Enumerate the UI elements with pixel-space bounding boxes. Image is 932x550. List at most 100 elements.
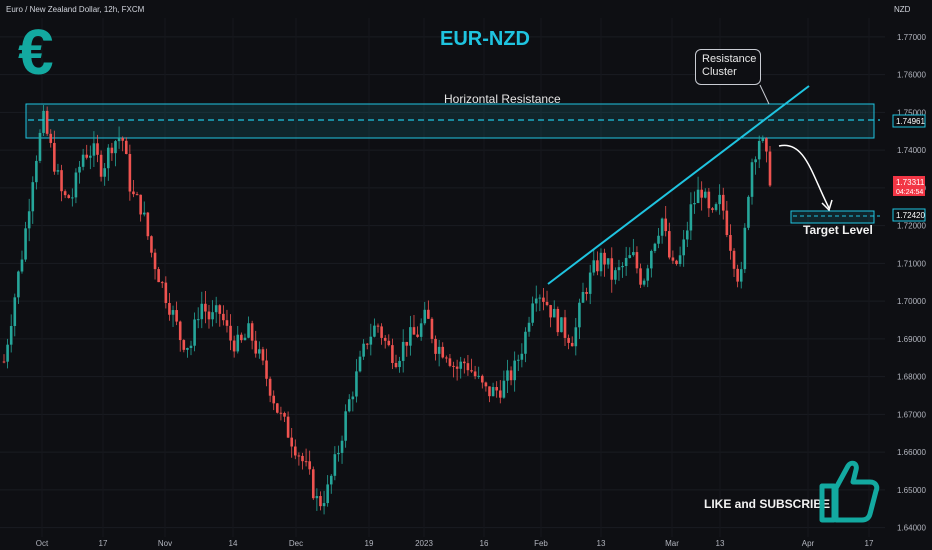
- current-price-tag: [893, 176, 925, 196]
- candle-body: [243, 337, 247, 341]
- candle-body: [448, 358, 452, 366]
- candle-body: [570, 342, 574, 347]
- candle-body: [207, 311, 211, 320]
- candle-body: [56, 170, 60, 172]
- y-tick-label: 1.76000: [897, 71, 926, 80]
- candle-body: [398, 360, 401, 368]
- resistance-price-label: 1.74961: [896, 117, 925, 126]
- candle-body: [455, 366, 459, 369]
- candle-body: [110, 147, 114, 154]
- candle-body: [106, 147, 110, 169]
- candle-body: [588, 272, 592, 294]
- candle-body: [484, 382, 488, 387]
- candle-body: [481, 375, 484, 383]
- candle-body: [53, 142, 56, 172]
- candle-body: [430, 318, 434, 339]
- candle-body: [85, 154, 89, 158]
- candle-body: [538, 297, 542, 299]
- candle-body: [491, 387, 495, 397]
- candle-body: [369, 336, 373, 345]
- candle-body: [175, 310, 178, 322]
- candle-body: [211, 312, 214, 320]
- candle-body: [168, 302, 171, 315]
- candle-body: [196, 319, 200, 321]
- candle-body: [495, 387, 498, 391]
- candle-body: [355, 371, 358, 397]
- y-tick-label: 1.69000: [897, 335, 926, 344]
- candle-body: [193, 319, 196, 346]
- candle-body: [729, 235, 732, 251]
- candle-body: [376, 325, 380, 327]
- x-tick-label: Dec: [289, 539, 303, 548]
- candle-body: [114, 141, 117, 154]
- candle-body: [308, 461, 311, 470]
- candle-body: [639, 268, 642, 285]
- instrument-header[interactable]: Euro / New Zealand Dollar, 12h, FXCM: [6, 5, 145, 14]
- candle-body: [2, 361, 6, 363]
- current-price-label: 1.73311: [896, 178, 925, 187]
- candle-body: [711, 208, 714, 210]
- candle-body: [236, 334, 240, 352]
- target-box: [790, 210, 875, 224]
- candle-body: [178, 321, 182, 341]
- candle-body: [714, 204, 718, 210]
- candle-body: [653, 243, 657, 251]
- candle-body: [358, 356, 362, 372]
- candle-body: [610, 258, 614, 280]
- candle-body: [520, 353, 524, 360]
- candle-body: [477, 375, 481, 377]
- price-axis[interactable]: 1.770001.760001.750001.740001.730001.720…: [897, 33, 926, 533]
- candle-body: [678, 255, 682, 265]
- y-tick-label: 1.72000: [897, 222, 926, 231]
- y-tick-label: 1.68000: [897, 373, 926, 382]
- candle-body: [578, 302, 581, 328]
- candle-body: [71, 197, 74, 199]
- y-tick-label: 1.70000: [897, 297, 926, 306]
- candle-body: [31, 182, 35, 212]
- candle-body: [329, 475, 333, 485]
- target-price-label: 1.72420: [896, 211, 925, 220]
- candle-body: [333, 454, 337, 476]
- x-tick-label: 16: [480, 539, 489, 548]
- candle-body: [160, 282, 164, 284]
- candle-body: [304, 461, 308, 463]
- candles: [2, 105, 772, 515]
- candle-body: [35, 160, 38, 183]
- time-axis[interactable]: Oct 17 Nov 14 Dec 19 2023 16 Feb 13 Mar 13 Apr 17: [36, 539, 874, 548]
- x-tick-label: Oct: [36, 539, 49, 548]
- bar-countdown-label: 04:24:54: [896, 189, 923, 196]
- candle-body: [42, 110, 45, 133]
- candle-body: [78, 166, 81, 173]
- candle-body: [668, 231, 671, 258]
- candle-body: [757, 140, 761, 160]
- grid-lines: [0, 18, 885, 537]
- candle-body: [38, 132, 42, 161]
- candle-body: [254, 340, 258, 354]
- candle-body: [732, 250, 736, 269]
- candle-body: [445, 357, 448, 359]
- target-level-label: Target Level: [803, 223, 873, 237]
- candle-body: [473, 371, 477, 377]
- candle-body: [45, 110, 49, 134]
- x-tick-label: Feb: [534, 539, 548, 548]
- candle-body: [761, 138, 765, 141]
- axis-currency: NZD: [894, 5, 911, 14]
- candle-body: [319, 496, 322, 507]
- candle-body: [164, 282, 168, 303]
- candle-body: [585, 292, 588, 294]
- candle-body: [24, 228, 27, 260]
- candle-body: [279, 412, 283, 414]
- candle-body: [524, 331, 527, 354]
- candle-body: [599, 252, 603, 272]
- candle-body: [103, 168, 106, 177]
- candle-body: [434, 338, 437, 354]
- candle-body: [603, 252, 606, 265]
- x-tick-label: 13: [597, 539, 606, 548]
- candle-body: [549, 305, 552, 318]
- candle-body: [614, 270, 617, 280]
- candle-body: [412, 327, 416, 335]
- chart-title: EUR-NZD: [440, 28, 530, 50]
- candle-body: [250, 323, 254, 341]
- candle-body: [153, 252, 157, 270]
